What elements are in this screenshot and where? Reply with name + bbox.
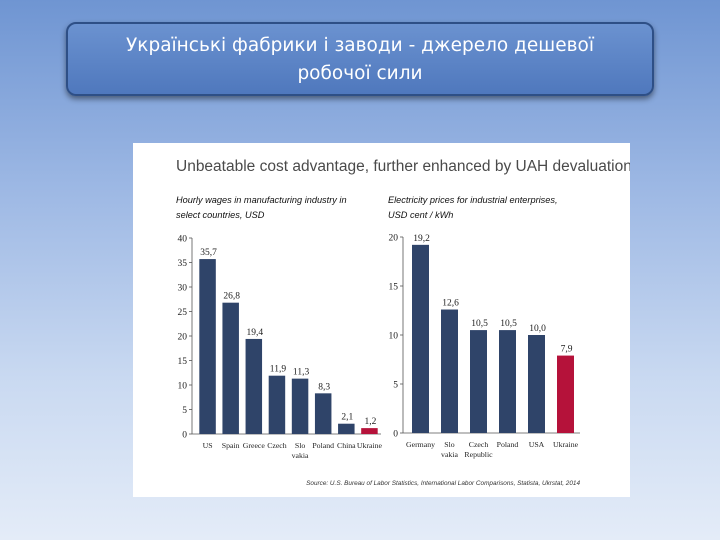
electricity-data-label: 10,5 [471,319,488,329]
wages-data-label: 35,7 [200,248,217,258]
wages-category-label: US [203,441,213,450]
chart-canvas: Unbeatable cost advantage, further enhan… [176,158,630,487]
wages-data-label: 19,4 [247,328,264,338]
wages-bar-spain [222,302,239,434]
wages-data-label: 26,8 [223,292,240,302]
electricity-y-tick-label: 20 [389,234,399,244]
wages-chart: Hourly wages in manufacturing industry i… [176,195,383,460]
electricity-data-label: 19,2 [413,234,430,244]
wages-data-label: 8,3 [318,382,330,392]
wages-y-tick-label: 10 [178,382,188,392]
electricity-category-label: Poland [497,440,519,449]
electricity-bar-usa [528,335,545,433]
electricity-title-line-2: USD cent / kWh [388,210,453,220]
wages-bar-slovakia [291,378,309,434]
wages-y-tick-label: 20 [178,333,188,343]
wages-title-line-2: select countries, USD [176,210,265,220]
figure-source: Source: U.S. Bureau of Labor Statistics,… [306,480,580,487]
wages-bar-china [338,423,355,434]
wages-data-label: 2,1 [341,413,353,423]
electricity-category-label: vakia [441,450,458,459]
electricity-y-tick-label: 5 [393,381,398,391]
wages-y-tick-label: 15 [178,357,188,367]
electricity-title-line-1: Electricity prices for industrial enterp… [388,195,558,205]
wages-data-label: 1,2 [365,417,377,427]
wages-category-label: Greece [243,441,266,450]
wages-category-label: Czech [267,441,287,450]
wages-category-label: Slo [295,441,306,450]
wages-y-tick-label: 0 [182,431,187,441]
wages-category-label: vakia [292,451,309,460]
wages-category-label: Spain [222,441,240,450]
wages-title-line-1: Hourly wages in manufacturing industry i… [176,195,347,205]
wages-data-label: 11,9 [270,365,287,375]
wages-y-tick-label: 5 [182,406,187,416]
electricity-data-label: 10,0 [529,324,546,334]
wages-bar-ukraine [361,428,378,434]
electricity-chart: Electricity prices for industrial enterp… [388,195,580,459]
electricity-bar-ukraine [557,355,574,433]
electricity-y-tick-label: 15 [389,283,399,293]
electricity-bar-czech-republic [470,330,487,433]
electricity-category-label: Czech [469,440,489,449]
wages-y-tick-label: 35 [178,259,188,269]
electricity-bar-poland [499,330,516,433]
figure-headline: Unbeatable cost advantage, further enhan… [176,158,630,175]
wages-category-label: Poland [312,441,334,450]
wages-y-tick-label: 25 [178,308,188,318]
wages-category-label: Ukraine [357,441,383,450]
electricity-bar-slovakia [441,309,458,433]
wages-bar-greece [245,338,263,434]
wages-bar-us [199,259,216,434]
electricity-y-tick-label: 10 [389,332,399,342]
wages-y-tick-label: 40 [178,235,188,245]
electricity-category-label: Republic [464,450,493,459]
wages-bar-czech [268,375,286,434]
wages-bar-poland [314,393,332,434]
electricity-category-label: USA [529,440,545,449]
electricity-data-label: 10,5 [500,319,517,329]
electricity-data-label: 7,9 [561,345,573,355]
slide-title-line-2: робочої сили [297,63,423,84]
slide-title: Українські фабрики і заводи - джерело де… [66,22,654,96]
wages-data-label: 11,3 [293,368,310,378]
chart-figure: Unbeatable cost advantage, further enhan… [133,143,630,497]
slide-title-line-1: Українські фабрики і заводи - джерело де… [126,35,594,56]
electricity-category-label: Slo [444,440,455,449]
wages-y-tick-label: 30 [178,284,188,294]
electricity-bar-germany [412,244,429,433]
electricity-category-label: Germany [406,440,435,449]
electricity-category-label: Ukraine [553,440,579,449]
wages-category-label: China [337,441,356,450]
electricity-y-tick-label: 0 [393,430,398,440]
electricity-data-label: 12,6 [442,299,459,309]
